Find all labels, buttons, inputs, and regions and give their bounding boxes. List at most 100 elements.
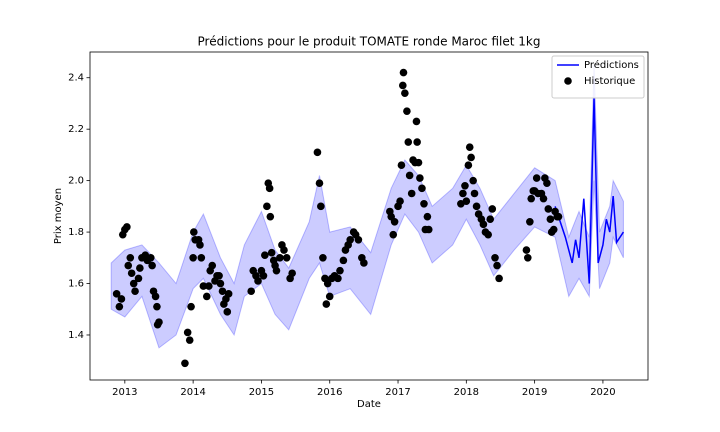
history-point	[117, 295, 126, 303]
history-point	[202, 292, 211, 301]
history-point	[346, 235, 355, 244]
history-point	[401, 89, 409, 97]
history-point	[464, 161, 473, 169]
history-point	[484, 230, 492, 239]
x-axis-label: Date	[357, 399, 381, 410]
legend-box	[551, 55, 645, 99]
history-point	[151, 292, 160, 301]
history-point	[469, 176, 477, 185]
history-point	[280, 246, 288, 254]
history-point	[470, 189, 479, 198]
legend-label: Historique	[584, 76, 635, 87]
history-point	[544, 205, 553, 213]
history-point	[459, 189, 467, 198]
history-point	[288, 269, 296, 278]
history-point	[187, 302, 195, 311]
history-point	[407, 189, 416, 198]
history-point	[254, 277, 262, 285]
x-tick-label: 2019	[522, 387, 547, 398]
history-point	[526, 217, 534, 226]
history-point	[267, 248, 276, 257]
history-point	[523, 254, 532, 262]
history-point	[389, 230, 398, 239]
history-point	[495, 274, 503, 283]
history-point	[223, 308, 232, 316]
history-point	[247, 287, 255, 296]
history-point	[465, 143, 474, 151]
history-point	[148, 261, 156, 270]
history-point	[420, 199, 428, 208]
history-point	[153, 302, 161, 311]
y-tick-label: 1.8	[68, 227, 84, 238]
history-point	[522, 246, 531, 254]
history-point	[259, 272, 268, 280]
history-point	[218, 287, 227, 296]
history-point	[546, 215, 555, 224]
history-point	[199, 282, 208, 290]
history-point	[265, 184, 274, 193]
history-point	[339, 256, 348, 265]
x-tick-label: 2020	[590, 387, 615, 398]
history-point	[360, 259, 368, 267]
history-point	[462, 197, 471, 206]
history-point	[354, 235, 363, 244]
x-tick-label: 2013	[112, 387, 137, 398]
history-point	[183, 328, 192, 337]
x-tick-label: 2014	[180, 387, 205, 398]
history-point	[196, 241, 204, 249]
history-point	[208, 261, 217, 270]
history-point	[418, 184, 426, 193]
history-point	[396, 197, 404, 206]
history-point	[129, 279, 138, 288]
history-point	[323, 279, 332, 288]
history-point	[424, 225, 433, 234]
history-point	[543, 179, 551, 187]
history-point	[181, 359, 189, 368]
history-point	[115, 302, 124, 311]
history-point	[155, 318, 163, 326]
y-tick-label: 2.4	[68, 73, 84, 84]
history-point	[554, 212, 563, 221]
history-point	[126, 254, 135, 262]
history-point	[336, 266, 344, 275]
history-point	[390, 217, 399, 226]
history-point	[491, 254, 499, 262]
history-point	[266, 212, 275, 221]
history-point	[461, 181, 469, 190]
history-point	[263, 202, 271, 211]
confidence-band	[110, 64, 624, 349]
history-point	[472, 202, 481, 211]
history-point	[488, 205, 497, 213]
history-point	[404, 138, 413, 146]
history-point	[413, 138, 421, 146]
history-point	[486, 215, 495, 224]
legend-marker	[564, 77, 572, 85]
x-tick-label: 2016	[317, 387, 342, 398]
history-point	[190, 228, 198, 236]
x-tick-label: 2018	[454, 387, 479, 398]
history-point	[397, 161, 406, 169]
history-point	[131, 287, 139, 296]
y-tick-label: 1.6	[68, 279, 84, 290]
history-point	[215, 272, 223, 280]
history-point	[315, 179, 324, 187]
history-point	[205, 282, 213, 290]
history-point	[399, 81, 407, 90]
history-point	[549, 225, 558, 234]
history-point	[399, 68, 408, 77]
history-point	[313, 148, 322, 157]
history-point	[414, 158, 423, 167]
history-point	[317, 202, 325, 211]
history-point	[423, 212, 432, 221]
history-point	[319, 254, 327, 262]
x-tick-label: 2015	[249, 387, 274, 398]
history-point	[405, 171, 414, 180]
y-tick-label: 2.2	[68, 124, 84, 135]
history-point	[185, 336, 194, 344]
y-axis-label: Prix moyen	[53, 188, 64, 244]
history-point	[322, 300, 331, 308]
history-point	[532, 174, 541, 182]
history-point	[134, 274, 143, 283]
